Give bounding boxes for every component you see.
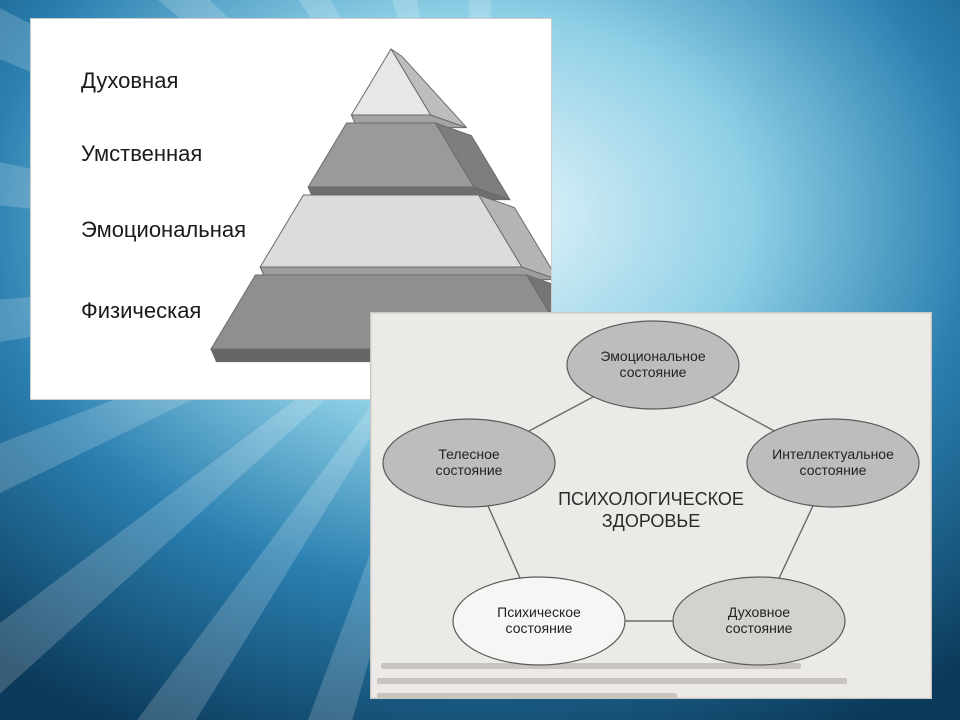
network-center-label: ПСИХОЛОГИЧЕСКОЕЗДОРОВЬЕ [558, 489, 744, 531]
pyramid-layer-label: Эмоциональная [81, 217, 246, 242]
network-node-label: Духовноесостояние [726, 604, 793, 636]
pyramid-layer-label: Умственная [81, 141, 202, 166]
network-node-label: Телесноесостояние [436, 446, 503, 478]
network-panel: ПСИХОЛОГИЧЕСКОЕЗДОРОВЬЕЭмоциональноесост… [370, 312, 932, 699]
network-diagram: ПСИХОЛОГИЧЕСКОЕЗДОРОВЬЕЭмоциональноесост… [371, 313, 931, 698]
network-node-label: Психическоесостояние [497, 604, 581, 636]
pyramid-layer-front [260, 195, 522, 267]
pyramid-layer-label: Духовная [81, 68, 178, 93]
scan-noise-line [377, 678, 847, 684]
stage: Духовная Умственная Эмоциональная Физическа… [0, 0, 960, 720]
pyramid-layer-label: Физическая [81, 298, 201, 323]
scan-noise-line [377, 693, 677, 698]
